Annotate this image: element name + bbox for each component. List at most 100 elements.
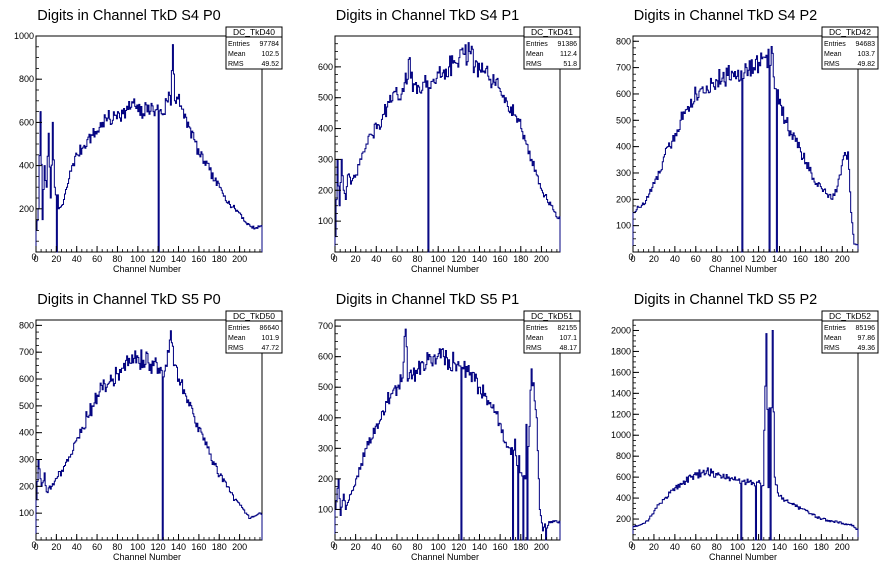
- x-tick-label: 160: [793, 254, 808, 264]
- chart-title: Digits in Channel TkD S5 P2: [634, 292, 818, 308]
- x-tick-label: 140: [171, 542, 186, 552]
- x-tick-label: 100: [431, 542, 446, 552]
- stats-name: DC_TkD41: [531, 27, 573, 37]
- stats-label: Mean: [824, 51, 842, 58]
- stats-box: [225, 310, 283, 354]
- histogram-series: [35, 330, 263, 541]
- x-tick-label: 100: [130, 254, 145, 264]
- y-tick-label: 800: [616, 36, 631, 46]
- stats-value: 107.1: [559, 335, 577, 342]
- histogram-series: [35, 44, 263, 253]
- y-tick-label: 200: [19, 481, 34, 491]
- x-tick-label: 180: [814, 254, 829, 264]
- x-tick-label: 60: [392, 254, 402, 264]
- stats-value: 85196: [856, 325, 876, 332]
- x-tick-label: 40: [72, 254, 82, 264]
- y-tick-label: 400: [616, 493, 631, 503]
- stats-label: RMS: [824, 61, 840, 68]
- stats-value: 102.5: [261, 51, 279, 58]
- stats-label: Entries: [228, 325, 250, 332]
- y-tick-label: 400: [19, 428, 34, 438]
- x-tick-label: 200: [534, 254, 549, 264]
- origin-label: 0: [330, 540, 335, 550]
- x-tick-label: 0: [332, 542, 337, 552]
- y-tick-label: 100: [318, 504, 333, 514]
- y-tick-label: 500: [318, 93, 333, 103]
- x-tick-label: 100: [130, 542, 145, 552]
- x-tick-label: 120: [151, 542, 166, 552]
- x-tick-label: 200: [534, 542, 549, 552]
- x-tick-label: 160: [191, 254, 206, 264]
- x-tick-label: 20: [51, 254, 61, 264]
- stats-value: 94683: [856, 41, 876, 48]
- x-tick-label: 180: [212, 254, 227, 264]
- y-tick-label: 800: [616, 451, 631, 461]
- x-tick-label: 160: [493, 542, 508, 552]
- x-tick-label: 100: [730, 542, 745, 552]
- stats-box: [523, 310, 581, 354]
- y-tick-label: 100: [616, 221, 631, 231]
- stats-value: 47.72: [261, 345, 279, 352]
- x-tick-label: 60: [691, 254, 701, 264]
- stats-box: [225, 26, 283, 70]
- y-tick-label: 1000: [14, 31, 34, 41]
- x-tick-label: 160: [493, 254, 508, 264]
- x-tick-label: 60: [691, 542, 701, 552]
- x-tick-label: 120: [751, 542, 766, 552]
- y-tick-label: 200: [19, 204, 34, 214]
- y-tick-label: 600: [616, 472, 631, 482]
- x-tick-label: 200: [232, 542, 247, 552]
- x-tick-label: 40: [371, 542, 381, 552]
- stats-label: RMS: [824, 345, 840, 352]
- stats-label: Mean: [526, 51, 544, 58]
- y-tick-label: 600: [318, 62, 333, 72]
- y-tick-label: 700: [616, 63, 631, 73]
- x-axis-label: Channel Number: [411, 552, 479, 562]
- x-tick-label: 120: [451, 542, 466, 552]
- histogram-panel-3: Digits in Channel TkD S5 P0 0 20 40 60 80 100 1…: [19, 292, 283, 562]
- x-axis-label: Channel Number: [113, 264, 181, 274]
- x-tick-label: 200: [835, 542, 850, 552]
- y-tick-label: 300: [616, 168, 631, 178]
- stats-value: 86640: [260, 325, 280, 332]
- stats-name: DC_TkD40: [233, 27, 275, 37]
- y-tick-label: 600: [616, 89, 631, 99]
- stats-label: RMS: [526, 61, 542, 68]
- x-tick-label: 40: [72, 542, 82, 552]
- x-tick-label: 20: [649, 254, 659, 264]
- stats-value: 112.4: [560, 51, 577, 58]
- origin-label: 0: [31, 540, 36, 550]
- chart-title: Digits in Channel TkD S5 P1: [336, 292, 520, 308]
- x-tick-label: 200: [232, 254, 247, 264]
- x-tick-label: 180: [513, 542, 528, 552]
- stats-name: DC_TkD51: [531, 311, 573, 321]
- y-tick-label: 800: [19, 74, 34, 84]
- y-tick-label: 2000: [611, 325, 631, 335]
- x-tick-label: 20: [351, 254, 361, 264]
- y-tick-label: 200: [616, 194, 631, 204]
- y-tick-label: 300: [318, 443, 333, 453]
- stats-label: Entries: [526, 325, 548, 332]
- stats-value: 97784: [260, 41, 280, 48]
- stats-box: [523, 26, 581, 70]
- stats-label: RMS: [526, 345, 542, 352]
- stats-value: 49.82: [857, 61, 875, 68]
- y-tick-label: 300: [19, 455, 34, 465]
- origin-label: 0: [31, 252, 36, 262]
- y-tick-label: 1800: [611, 346, 631, 356]
- stats-name: DC_TkD52: [829, 311, 871, 321]
- x-axis-label: Channel Number: [411, 264, 479, 274]
- x-tick-label: 80: [112, 254, 122, 264]
- x-tick-label: 140: [472, 542, 487, 552]
- origin-label: 0: [628, 252, 633, 262]
- x-axis-label: Channel Number: [709, 264, 777, 274]
- x-tick-label: 60: [92, 542, 102, 552]
- x-tick-label: 80: [112, 542, 122, 552]
- stats-value: 49.52: [261, 61, 279, 68]
- x-tick-label: 180: [212, 542, 227, 552]
- x-tick-label: 80: [712, 542, 722, 552]
- x-tick-label: 140: [772, 542, 787, 552]
- y-tick-label: 600: [19, 374, 34, 384]
- plot-frame: [334, 319, 561, 541]
- chart-title: Digits in Channel TkD S4 P0: [37, 8, 221, 24]
